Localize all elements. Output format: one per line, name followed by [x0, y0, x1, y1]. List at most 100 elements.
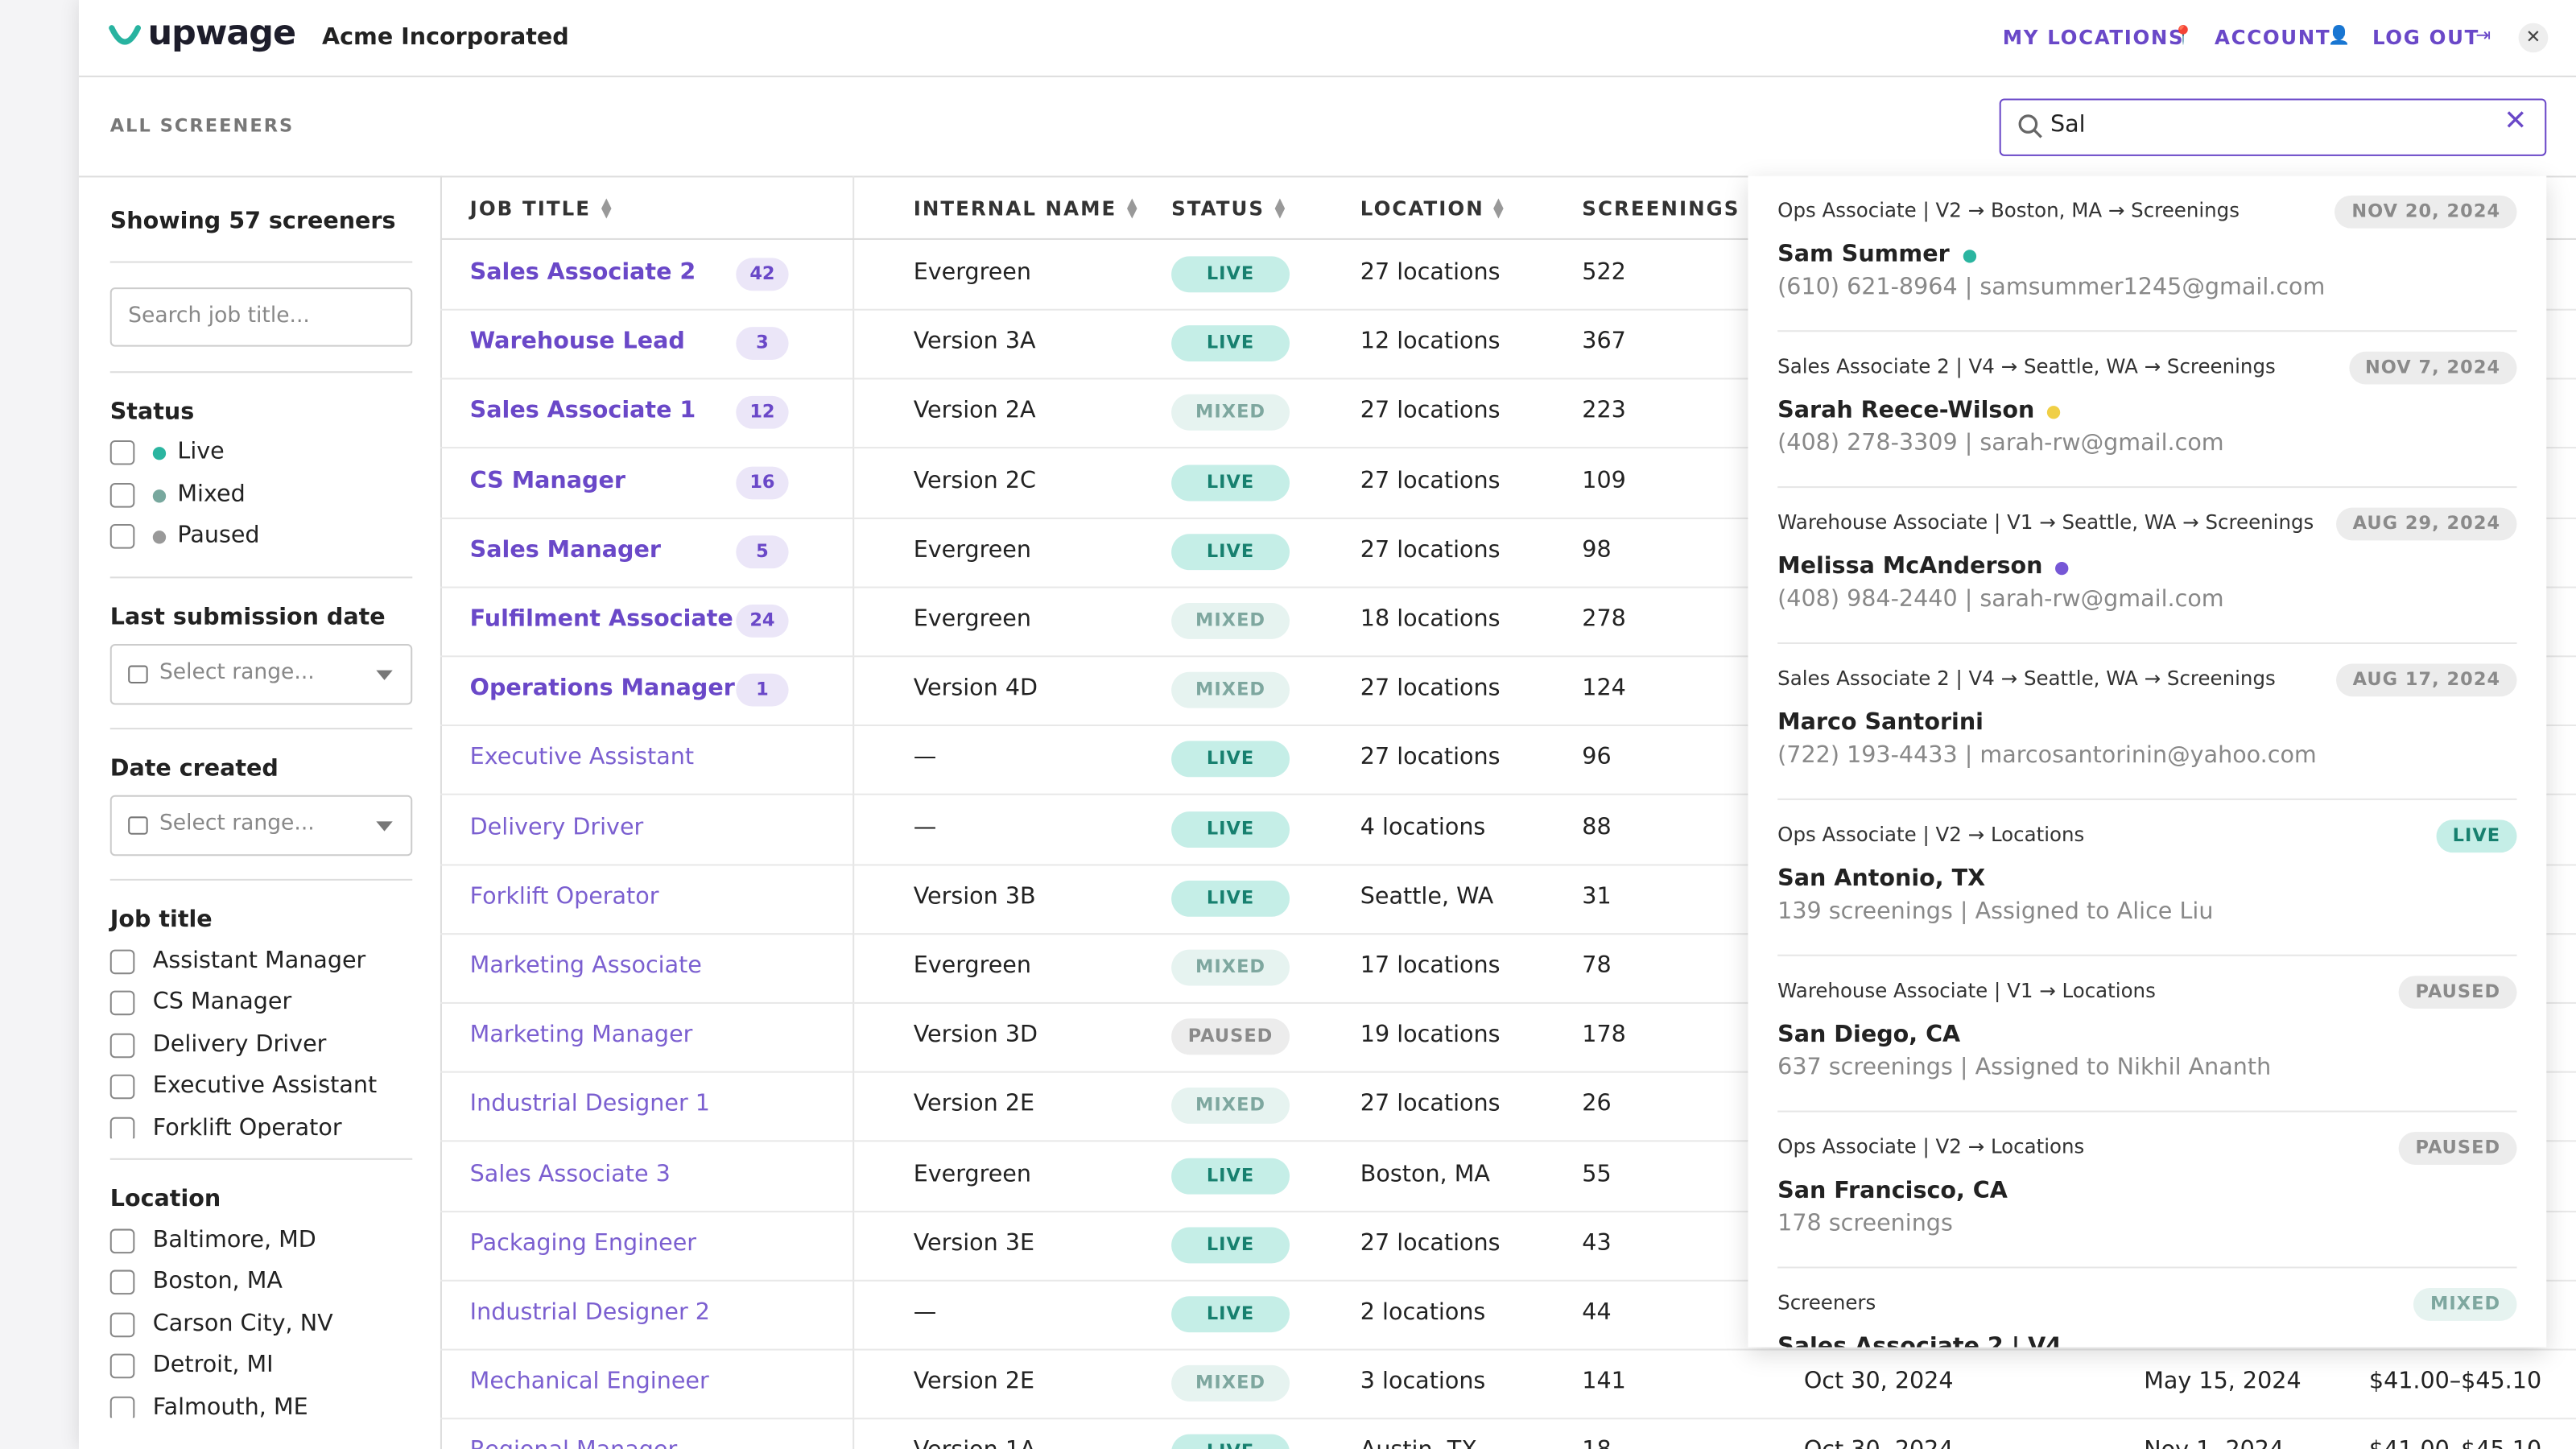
- job-title-link[interactable]: Industrial Designer 1: [469, 1091, 711, 1118]
- checkbox[interactable]: [109, 1270, 135, 1295]
- calendar-icon: [128, 665, 148, 683]
- result-detail: (408) 278-3309 | sarah-rw@gmail.com: [1777, 430, 2224, 457]
- cell: Version 3A: [913, 328, 1036, 356]
- job-title-link[interactable]: Executive Assistant: [469, 745, 695, 771]
- search-results: Ops Associate | V2 → Boston, MA → Screen…: [1748, 175, 2547, 1348]
- job-title-link[interactable]: Packaging Engineer: [469, 1230, 697, 1257]
- checkbox[interactable]: [109, 949, 135, 975]
- job-title-link[interactable]: CS Manager: [469, 467, 625, 494]
- search-text: Sal: [2050, 111, 2086, 138]
- checkbox[interactable]: [109, 1354, 135, 1379]
- cell: 27 locations: [1360, 1230, 1501, 1257]
- result-context: Ops Associate | V2 → Locations: [1777, 823, 2085, 847]
- result-item[interactable]: Ops Associate | V2 → Locations San Franci…: [1748, 1113, 2546, 1269]
- checkbox[interactable]: [109, 1033, 135, 1058]
- cell: 27 locations: [1360, 259, 1501, 287]
- status-pill: LIVE: [1171, 1296, 1290, 1333]
- checkbox[interactable]: [109, 481, 135, 507]
- search-input[interactable]: [109, 287, 413, 347]
- column-header[interactable]: LOCATION: [1360, 196, 1484, 221]
- checkbox[interactable]: [109, 1075, 135, 1100]
- job-title-link[interactable]: Operations Manager: [469, 675, 735, 702]
- count-badge: 16: [736, 465, 789, 499]
- logo[interactable]: upwage: [147, 13, 296, 53]
- checkbox[interactable]: [109, 991, 135, 1017]
- status-pill: LIVE: [1171, 1227, 1290, 1263]
- job-title-link[interactable]: Delivery Driver: [469, 814, 644, 841]
- job-title-link[interactable]: Mechanical Engineer: [469, 1368, 709, 1396]
- status-dot: [1963, 250, 1977, 263]
- job-title-link[interactable]: Forklift Operator: [469, 883, 659, 910]
- row-border: [440, 655, 2576, 658]
- logo-icon: [109, 25, 142, 45]
- column-header[interactable]: INTERNAL NAME: [913, 196, 1117, 221]
- checkbox[interactable]: [109, 440, 135, 465]
- result-item[interactable]: Sales Associate 2 | V4 → Seattle, WA → S…: [1748, 332, 2546, 489]
- cell: May 15, 2024: [2144, 1368, 2301, 1396]
- checkbox[interactable]: [109, 1395, 135, 1418]
- checkbox[interactable]: [109, 1116, 135, 1139]
- result-context: Screeners: [1777, 1291, 1876, 1315]
- checkbox[interactable]: [109, 1312, 135, 1337]
- job-title-link[interactable]: Regional Manager: [470, 1439, 678, 1449]
- job-title-link[interactable]: Industrial Designer 2: [469, 1299, 711, 1326]
- job-title-link[interactable]: Sales Associate 2: [469, 259, 696, 287]
- item-border: [1777, 1266, 2517, 1269]
- result-item[interactable]: Ops Associate | V2 → Boston, MA → Screen…: [1748, 175, 2546, 332]
- job-title-link[interactable]: Marketing Manager: [469, 1022, 693, 1049]
- option-list: Assistant Manager CS Manager Delivery Driv…: [98, 943, 427, 1139]
- cell: 27 locations: [1360, 398, 1501, 425]
- date-select[interactable]: [109, 795, 413, 857]
- job-title-link[interactable]: Warehouse Lead: [469, 328, 685, 356]
- result-item[interactable]: Warehouse Associate | V1 → Seattle, WA →…: [1748, 488, 2546, 644]
- nav-link[interactable]: ACCOUNT: [2215, 26, 2331, 50]
- job-title-link[interactable]: Fulfilment Associate: [469, 606, 733, 633]
- cell: 278: [1582, 606, 1626, 633]
- placeholder: Select range...: [159, 811, 315, 836]
- cell: 44: [1582, 1299, 1612, 1326]
- checkbox-label: Mixed: [177, 480, 246, 507]
- nav-link[interactable]: MY LOCATIONS: [2002, 26, 2185, 50]
- result-item[interactable]: Ops Associate | V2 → Locations San Antoni…: [1748, 800, 2546, 956]
- job-title-link[interactable]: Marketing Associate: [469, 952, 702, 980]
- toolbar-title: ALL SCREENERS: [109, 114, 295, 137]
- cell: Version 2A: [913, 398, 1036, 425]
- search-box[interactable]: [1999, 98, 2547, 156]
- cell: 124: [1582, 675, 1626, 702]
- item-border: [1777, 642, 2517, 644]
- item-border: [1777, 798, 2517, 800]
- close-button[interactable]: ✕: [2518, 23, 2549, 53]
- status-pill: MIXED: [1171, 949, 1290, 986]
- column-header[interactable]: SCREENINGS: [1582, 196, 1740, 221]
- row-border: [440, 1001, 2576, 1004]
- checkbox[interactable]: [109, 524, 135, 549]
- job-title-link[interactable]: Sales Manager: [469, 536, 661, 564]
- date-select[interactable]: [109, 644, 413, 705]
- cell: Version 3E: [913, 1230, 1035, 1257]
- row-border: [440, 1141, 2576, 1143]
- result-item[interactable]: Warehouse Associate | V1 → Locations San …: [1748, 956, 2546, 1113]
- filter-title: Status: [109, 398, 195, 426]
- checkbox-label: Live: [177, 438, 225, 465]
- result-tag: NOV 20, 2024: [2334, 195, 2517, 229]
- result-item[interactable]: Screeners Sales Associate 2 | V4 MIXED: [1748, 1269, 2546, 1347]
- cell: 19 locations: [1360, 1022, 1501, 1049]
- status-pill: LIVE: [1171, 741, 1290, 778]
- cell: —: [913, 814, 937, 841]
- checkbox[interactable]: [109, 1228, 135, 1254]
- cell: 88: [1582, 814, 1612, 841]
- cell: 4 locations: [1360, 814, 1486, 841]
- job-title-link[interactable]: Sales Associate 3: [469, 1161, 671, 1187]
- result-item[interactable]: Sales Associate 2 | V4 → Seattle, WA → S…: [1748, 644, 2546, 800]
- result-count: Showing 57 screeners: [109, 208, 396, 235]
- nav-link[interactable]: LOG OUT: [2372, 26, 2479, 50]
- row-border: [440, 932, 2576, 935]
- column-divider: [852, 175, 855, 1449]
- search-clear[interactable]: ✕: [2504, 105, 2528, 138]
- column-header[interactable]: JOB TITLE: [469, 196, 592, 221]
- column-header[interactable]: STATUS: [1171, 196, 1265, 221]
- cell: 27 locations: [1360, 675, 1501, 702]
- cell: 522: [1582, 259, 1626, 287]
- job-title-link[interactable]: Sales Associate 1: [469, 398, 696, 425]
- filter-title: Location: [109, 1186, 221, 1213]
